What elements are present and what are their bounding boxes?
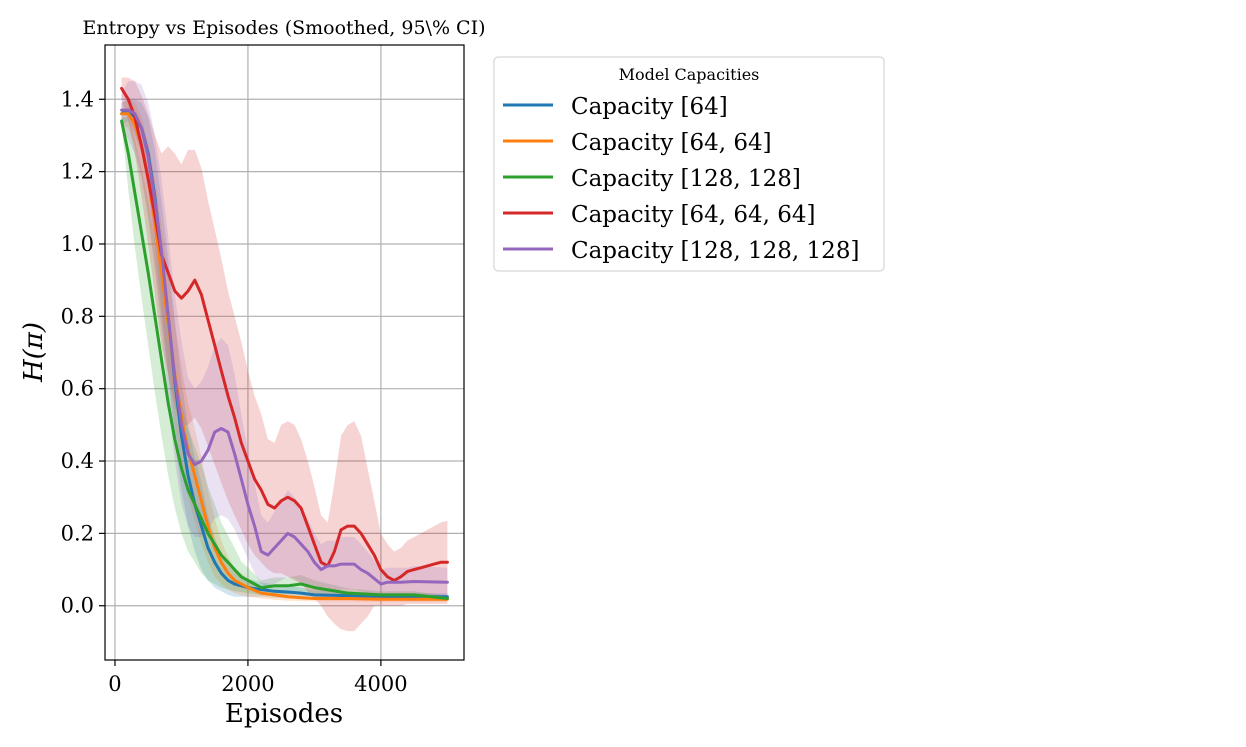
legend-label-4: Capacity [64, 64, 64] (571, 202, 816, 228)
chart-title: Entropy vs Episodes (Smoothed, 95\% CI) (82, 17, 485, 39)
legend-items: Capacity [64] Capacity [64, 64] Capacity [… (503, 94, 859, 264)
x-tick-label: 4000 (354, 672, 407, 696)
legend-label-2: Capacity [64, 64] (571, 130, 772, 156)
y-tick-label: 0.0 (61, 594, 94, 618)
legend-label-5: Capacity [128, 128, 128] (571, 238, 859, 264)
x-tick-label: 0 (108, 672, 121, 696)
y-tick-label: 0.6 (61, 377, 94, 401)
y-tick-label: 1.0 (61, 232, 94, 256)
y-tick-label: 0.4 (61, 449, 94, 473)
x-tick-label: 2000 (221, 672, 274, 696)
grid (105, 45, 464, 660)
y-tick-label: 0.2 (61, 521, 94, 545)
x-axis-label: Episodes (225, 699, 343, 729)
plot-background (105, 45, 464, 660)
x-axis: 0 2000 4000 (108, 660, 408, 696)
series-lines (120, 86, 449, 601)
legend-title: Model Capacities (619, 65, 760, 84)
y-tick-label: 1.4 (61, 87, 94, 111)
y-axis: 0.0 0.2 0.4 0.6 0.8 1.0 1.2 1.4 (61, 87, 105, 618)
y-tick-label: 1.2 (61, 160, 94, 184)
y-axis-label: H(π) (19, 322, 49, 383)
ci-band-5 (121, 81, 448, 597)
ci-band-2 (121, 99, 448, 602)
legend-label-1: Capacity [64] (571, 94, 728, 120)
legend: Model Capacities Capacity [64]Capacity [… (493, 56, 885, 272)
series-line-4 (120, 86, 449, 582)
ci-band-3 (121, 117, 448, 602)
y-tick-label: 0.8 (61, 304, 94, 328)
legend-frame (493, 56, 885, 272)
series-line-3 (120, 119, 449, 600)
ci-band-4 (121, 77, 448, 632)
legend-label-3: Capacity [128, 128] (571, 166, 801, 192)
plot-frame (104, 44, 465, 661)
ci-band-1 (121, 99, 448, 601)
series-line-5 (120, 108, 449, 586)
ci-bands (121, 77, 448, 632)
